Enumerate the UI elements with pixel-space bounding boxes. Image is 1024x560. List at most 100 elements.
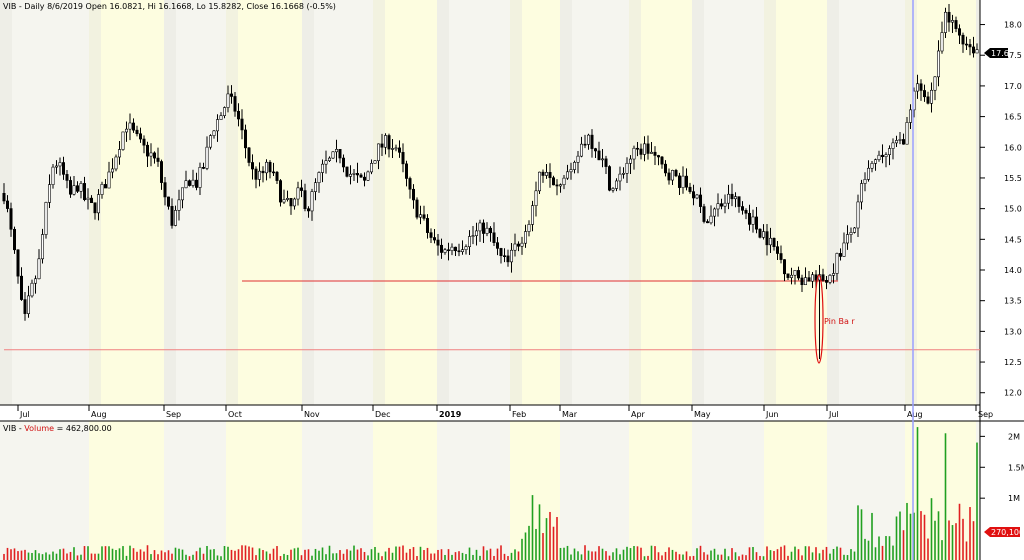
band-shade bbox=[976, 0, 980, 405]
volume-bar bbox=[139, 549, 142, 560]
volume-bar bbox=[720, 554, 723, 560]
candle-body bbox=[576, 155, 580, 163]
candle-body bbox=[884, 154, 888, 158]
candle-body bbox=[352, 173, 356, 175]
candle-body bbox=[831, 273, 835, 276]
volume-bar bbox=[157, 554, 159, 560]
volume-bar bbox=[265, 551, 268, 560]
volume-bar bbox=[220, 556, 222, 560]
volume-bar bbox=[370, 549, 373, 560]
candle-body bbox=[19, 275, 23, 300]
candle-body bbox=[880, 154, 884, 158]
candle-body bbox=[125, 128, 129, 133]
candle-body bbox=[947, 11, 951, 23]
candle-body bbox=[205, 146, 209, 169]
volume-bar bbox=[930, 498, 933, 560]
volume-bar bbox=[374, 546, 376, 560]
volume-bar bbox=[290, 549, 292, 560]
candle-body bbox=[9, 208, 13, 230]
candle-body bbox=[929, 89, 933, 104]
x-tick-label: Sep bbox=[978, 410, 993, 419]
candle-body bbox=[191, 179, 195, 186]
volume-bar bbox=[493, 555, 495, 560]
candle-body bbox=[359, 174, 363, 178]
candle-body bbox=[408, 178, 412, 190]
volume-bar bbox=[412, 547, 415, 560]
candle-body bbox=[383, 135, 387, 148]
y-tick-label: 16.5 bbox=[1004, 113, 1022, 122]
volume-bar bbox=[762, 556, 765, 560]
volume-bar bbox=[696, 548, 698, 560]
volume-bar bbox=[542, 533, 544, 560]
candle-body bbox=[418, 214, 422, 218]
volume-bar bbox=[437, 549, 439, 560]
candle-body bbox=[47, 184, 51, 203]
candle-body bbox=[681, 175, 685, 188]
candle-body bbox=[317, 172, 321, 183]
candle-body bbox=[698, 194, 702, 207]
volume-bar bbox=[570, 554, 572, 560]
volume-month-band bbox=[0, 421, 89, 560]
candle-body bbox=[768, 237, 772, 246]
volume-bar bbox=[486, 550, 488, 560]
volume-bar bbox=[650, 545, 653, 560]
volume-bar bbox=[706, 554, 709, 560]
volume-bar bbox=[507, 556, 509, 560]
volume-bar bbox=[797, 549, 800, 560]
candle-body bbox=[870, 163, 874, 169]
candle-body bbox=[565, 171, 569, 179]
volume-bar bbox=[678, 554, 681, 560]
volume-bar bbox=[713, 548, 716, 560]
volume-bar bbox=[409, 548, 411, 560]
x-tick-label: 2019 bbox=[439, 410, 462, 419]
volume-bar bbox=[17, 551, 19, 560]
volume-bar bbox=[346, 549, 348, 560]
candle-body bbox=[558, 184, 562, 187]
volume-bar bbox=[710, 550, 712, 560]
volume-bar bbox=[923, 514, 926, 560]
volume-bar bbox=[601, 548, 604, 560]
volume-bar bbox=[475, 549, 478, 560]
y-tick-label: 12.0 bbox=[1004, 389, 1022, 398]
volume-bar bbox=[612, 552, 614, 560]
candle-body bbox=[520, 242, 524, 247]
volume-bar bbox=[899, 511, 901, 560]
candle-body bbox=[569, 169, 573, 173]
candle-body bbox=[600, 158, 604, 161]
volume-bar bbox=[381, 556, 383, 560]
volume-bar bbox=[377, 552, 380, 560]
candle-body bbox=[513, 243, 517, 251]
candle-body bbox=[478, 222, 482, 232]
volume-bar bbox=[633, 546, 635, 560]
candle-body bbox=[58, 162, 62, 167]
band-shade bbox=[373, 0, 385, 405]
candle-body bbox=[44, 202, 48, 235]
volume-bar bbox=[279, 556, 282, 560]
volume-bar bbox=[584, 545, 586, 560]
candle-body bbox=[866, 167, 870, 180]
x-tick-label: Aug bbox=[91, 410, 107, 419]
candle-body bbox=[296, 187, 300, 200]
candle-body bbox=[397, 147, 401, 153]
candle-body bbox=[387, 135, 391, 150]
candle-body bbox=[268, 161, 272, 173]
volume-header-prefix: VIB - bbox=[3, 424, 24, 433]
candle-body bbox=[653, 151, 657, 156]
volume-bar bbox=[321, 547, 324, 560]
candle-body bbox=[139, 133, 143, 140]
candle-body bbox=[873, 159, 877, 164]
volume-bar bbox=[699, 545, 702, 560]
volume-bar bbox=[27, 552, 30, 560]
band-shade bbox=[629, 0, 641, 405]
candle-body bbox=[271, 171, 275, 174]
band-shade bbox=[437, 0, 449, 405]
volume-bar bbox=[881, 545, 884, 560]
y-tick-label: 17.0 bbox=[1004, 82, 1022, 91]
candle-body bbox=[733, 196, 737, 200]
candle-body bbox=[541, 171, 545, 176]
volume-bar bbox=[598, 546, 600, 560]
candle-body bbox=[656, 155, 660, 158]
volume-bar bbox=[353, 545, 355, 560]
candle-body bbox=[495, 242, 499, 249]
candle-body bbox=[216, 119, 220, 132]
